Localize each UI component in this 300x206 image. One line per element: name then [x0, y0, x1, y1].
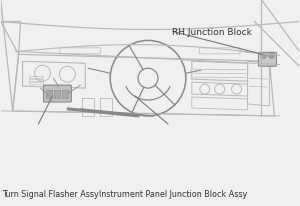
- Bar: [82, 98, 94, 116]
- Bar: [62, 91, 68, 98]
- Bar: [28, 80, 43, 82]
- FancyBboxPatch shape: [44, 86, 71, 103]
- Text: Turn Signal Flasher Assy: Turn Signal Flasher Assy: [2, 190, 99, 199]
- Bar: [54, 91, 60, 98]
- Text: RH Junction Block: RH Junction Block: [172, 28, 252, 37]
- Circle shape: [260, 53, 266, 59]
- Circle shape: [268, 53, 274, 59]
- Bar: [28, 77, 43, 79]
- FancyBboxPatch shape: [259, 53, 276, 67]
- Bar: [46, 91, 52, 98]
- Bar: [100, 98, 112, 116]
- Bar: [28, 83, 43, 85]
- Text: Instrument Panel Junction Block Assy: Instrument Panel Junction Block Assy: [99, 190, 248, 199]
